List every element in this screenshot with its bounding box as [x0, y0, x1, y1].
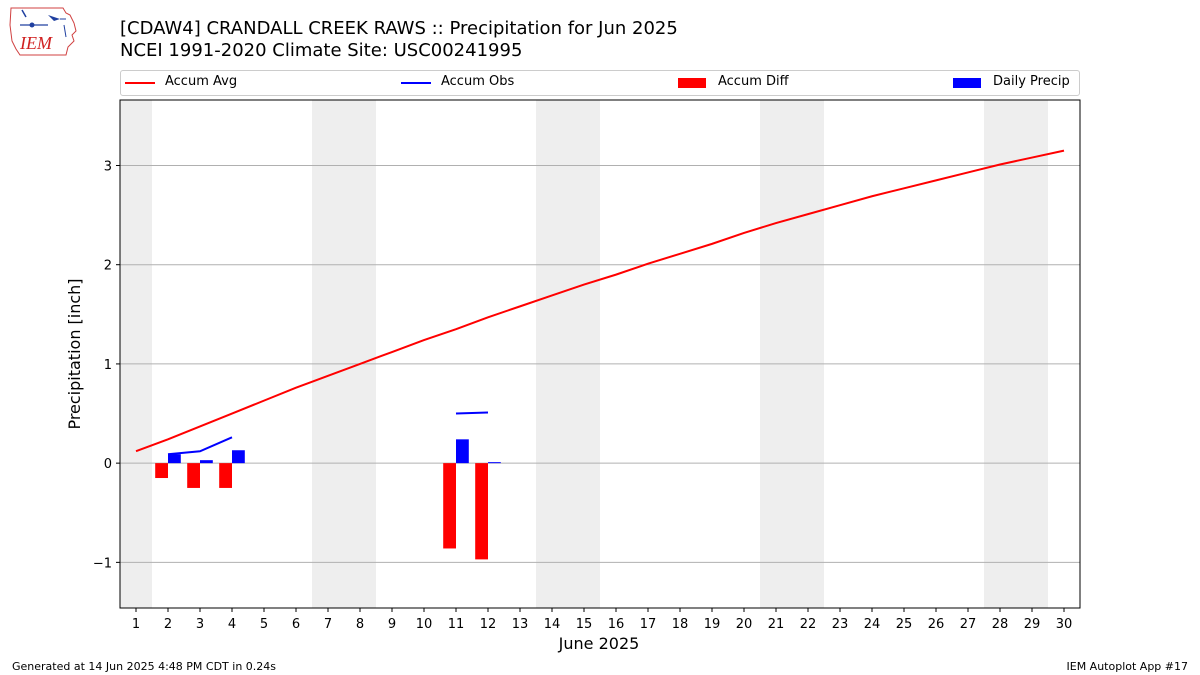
- daily-precip-bar: [456, 439, 469, 464]
- footer-generated: Generated at 14 Jun 2025 4:48 PM CDT in …: [12, 660, 277, 673]
- x-tick-label: 15: [576, 617, 593, 632]
- legend-patch-red: [678, 78, 706, 88]
- legend-label: Accum Avg: [165, 74, 238, 89]
- chart-subtitle: NCEI 1991-2020 Climate Site: USC00241995: [120, 40, 523, 61]
- chart-legend: Accum Avg Accum Obs Accum Diff Daily Pre…: [120, 70, 1080, 96]
- x-tick-label: 21: [768, 617, 785, 632]
- x-tick-label: 29: [1024, 617, 1041, 632]
- x-tick-label: 18: [672, 617, 689, 632]
- x-tick-label: 12: [480, 617, 497, 632]
- y-tick-label: 2: [104, 259, 112, 274]
- legend-patch-blue: [953, 78, 981, 88]
- weekend-band: [312, 100, 344, 608]
- x-tick-label: 26: [928, 617, 945, 632]
- x-tick-label: 5: [260, 617, 268, 632]
- x-tick-label: 1: [132, 617, 140, 632]
- daily-precip-bar: [168, 454, 181, 464]
- x-tick-label: 3: [196, 617, 204, 632]
- daily-precip-bar: [200, 460, 213, 464]
- line-layer: [135, 149, 1065, 456]
- x-tick-label: 11: [448, 617, 465, 632]
- weekend-band: [984, 100, 1016, 608]
- y-tick-label: −1: [93, 556, 112, 571]
- x-tick-label: 16: [608, 617, 625, 632]
- x-tick-label: 17: [640, 617, 657, 632]
- y-tick-label: 0: [104, 457, 112, 472]
- accum-diff-bar: [187, 463, 200, 488]
- x-tick-label: 20: [736, 617, 753, 632]
- weekend-shading: [120, 100, 1048, 608]
- x-tick-label: 7: [324, 617, 332, 632]
- y-tick-label: 1: [104, 358, 112, 373]
- x-tick-label: 4: [228, 617, 236, 632]
- accum-diff-bar: [219, 463, 232, 488]
- accum-obs-line: [167, 436, 233, 456]
- y-tick-label: 3: [104, 159, 112, 174]
- accum-diff-bar: [155, 463, 168, 479]
- iem-logo: IEM: [9, 7, 77, 56]
- accum-diff-bar: [443, 463, 456, 549]
- accum-avg-line: [135, 149, 1065, 453]
- legend-label: Daily Precip: [993, 74, 1070, 89]
- x-tick-label: 10: [416, 617, 433, 632]
- weekend-band: [1016, 100, 1048, 608]
- weekend-band: [792, 100, 824, 608]
- bar-layer: [155, 439, 501, 560]
- accum-diff-bar: [475, 463, 488, 560]
- weekend-band: [536, 100, 568, 608]
- x-tick-label: 2: [164, 617, 172, 632]
- x-tick-label: 13: [512, 617, 529, 632]
- weekend-band: [344, 100, 376, 608]
- weekend-band: [760, 100, 792, 608]
- x-tick-label: 22: [800, 617, 817, 632]
- weekend-band: [568, 100, 600, 608]
- logo-text: IEM: [19, 33, 53, 53]
- legend-label: Accum Obs: [441, 74, 515, 89]
- plot-frame: [119, 99, 1081, 609]
- x-tick-label: 25: [896, 617, 913, 632]
- x-axis-label: June 2025: [558, 634, 640, 653]
- x-tick-label: 23: [832, 617, 849, 632]
- chart-title: [CDAW4] CRANDALL CREEK RAWS :: Precipita…: [120, 18, 678, 39]
- x-tick-label: 27: [960, 617, 977, 632]
- legend-line-blue: [401, 82, 431, 84]
- gridlines: [120, 164, 1080, 563]
- x-tick-label: 19: [704, 617, 721, 632]
- footer-app: IEM Autoplot App #17: [1066, 660, 1189, 673]
- legend-label: Accum Diff: [718, 74, 789, 89]
- x-tick-label: 30: [1056, 617, 1073, 632]
- daily-precip-bar: [488, 462, 501, 464]
- daily-precip-bar: [232, 450, 245, 464]
- weekend-band: [120, 100, 152, 608]
- x-tick-label: 8: [356, 617, 364, 632]
- x-tick-label: 28: [992, 617, 1009, 632]
- x-tick-label: 6: [292, 617, 300, 632]
- x-tick-label: 9: [388, 617, 396, 632]
- x-tick-label: 24: [864, 617, 881, 632]
- y-axis-label: Precipitation [inch]: [65, 278, 84, 429]
- accum-obs-line: [455, 411, 489, 415]
- legend-line-red: [125, 82, 155, 84]
- x-tick-label: 14: [544, 617, 561, 632]
